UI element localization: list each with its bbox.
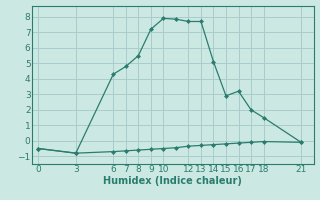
X-axis label: Humidex (Indice chaleur): Humidex (Indice chaleur) [103, 176, 242, 186]
